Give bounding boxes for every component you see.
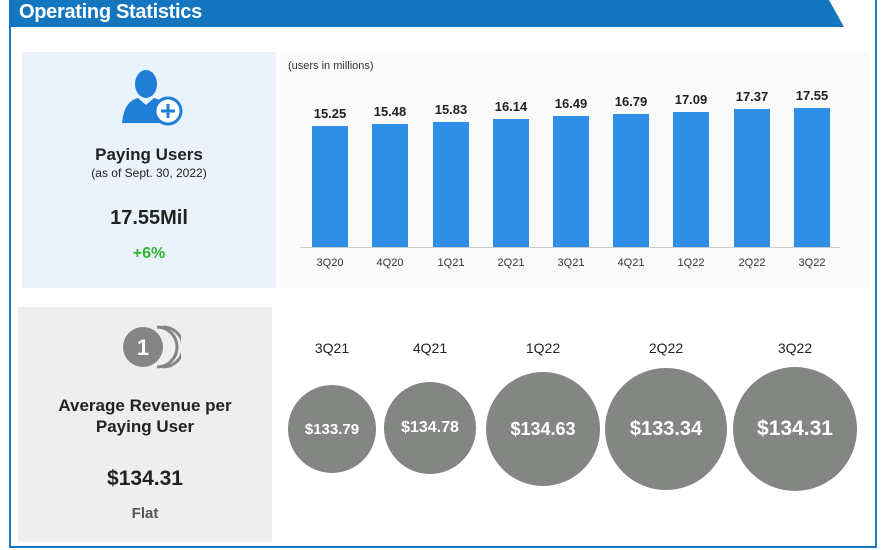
arpu-bubble: $134.31 <box>733 367 857 491</box>
bar <box>372 124 408 247</box>
paying-users-change: +6% <box>132 245 166 262</box>
arpu-change: Flat <box>131 505 159 522</box>
arpu-bubble: $133.34 <box>605 368 727 490</box>
x-tick-label: 2Q22 <box>738 257 766 269</box>
arpu-title-line2: Paying User <box>95 417 195 436</box>
bar <box>312 126 348 247</box>
bubble-quarter-label: 1Q22 <box>525 340 561 356</box>
bar <box>794 108 830 247</box>
data-label: 15.48 <box>373 104 407 120</box>
x-tick-label: 3Q22 <box>798 257 826 269</box>
coins-icon: 1 <box>123 325 181 369</box>
x-tick-label: 1Q21 <box>437 257 465 269</box>
data-label: 17.37 <box>735 89 769 105</box>
data-label: 16.14 <box>494 99 528 115</box>
svg-text:1: 1 <box>137 335 149 360</box>
user-plus-icon <box>122 70 183 126</box>
bubble-quarter-label: 3Q22 <box>777 340 813 356</box>
data-label: 16.79 <box>614 94 648 110</box>
bar <box>553 116 589 247</box>
bubble-quarter-label: 2Q22 <box>648 340 684 356</box>
arpu-bubble: $134.63 <box>486 372 600 486</box>
data-label: 15.83 <box>434 101 468 117</box>
frame <box>9 0 877 548</box>
paying-users-value: 17.55Mil <box>110 207 188 229</box>
arpu-value: $134.31 <box>107 467 183 490</box>
arpu-bubble: $133.79 <box>288 385 376 473</box>
data-label: 16.49 <box>554 96 588 112</box>
x-tick-label: 1Q22 <box>677 257 705 269</box>
bar <box>433 121 469 247</box>
bubble-quarter-label: 4Q21 <box>412 340 448 356</box>
x-tick-label: 3Q21 <box>557 257 585 269</box>
bubble-quarter-label: 3Q21 <box>314 340 350 356</box>
arpu-bubble: $134.78 <box>384 382 476 474</box>
chart-note: (users in millions) <box>288 60 374 72</box>
bar <box>734 109 770 247</box>
paying-users-title: Paying Users <box>95 145 203 164</box>
data-label: 17.09 <box>674 91 708 107</box>
data-label: 17.55 <box>795 88 829 104</box>
paying-users-chart: (users in millions) 15.25 3Q20 15.48 4Q20 15… <box>280 52 870 288</box>
x-tick-label: 4Q20 <box>376 257 404 269</box>
arpu-panel: 1 Average Revenue per Paying User $134.3… <box>18 307 272 542</box>
bar <box>673 111 709 247</box>
paying-users-panel: Paying Users (as of Sept. 30, 2022) 17.5… <box>22 52 276 288</box>
x-tick-label: 3Q20 <box>316 257 344 269</box>
arpu-title-line1: Average Revenue per <box>58 396 232 415</box>
x-tick-label: 2Q21 <box>497 257 525 269</box>
header-banner: Operating Statistics <box>9 0 844 27</box>
data-label: 15.25 <box>313 106 347 122</box>
bar <box>613 114 649 247</box>
x-axis-baseline <box>300 247 840 248</box>
x-tick-label: 4Q21 <box>617 257 645 269</box>
paying-users-subtitle: (as of Sept. 30, 2022) <box>91 166 207 180</box>
page-title: Operating Statistics <box>19 1 202 23</box>
bar <box>493 119 529 247</box>
